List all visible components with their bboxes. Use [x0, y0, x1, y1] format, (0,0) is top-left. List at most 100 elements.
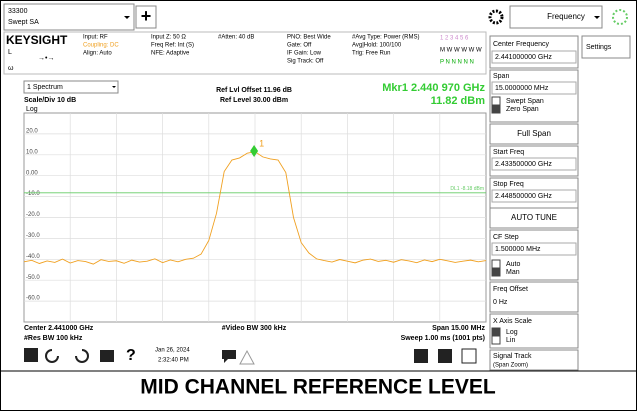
marker-label: 1 [259, 138, 264, 148]
panel-text: Center Frequency [493, 41, 550, 48]
chat-icon[interactable] [222, 350, 236, 363]
status-text: Align: Auto [83, 51, 112, 57]
mode-box[interactable] [3, 3, 135, 31]
status-text: Gate: Off [287, 43, 312, 49]
status-text: Input: RF [83, 35, 108, 41]
status-text: IF Gain: Low [287, 51, 322, 57]
radio[interactable] [491, 259, 501, 269]
tool-icon[interactable] [438, 349, 452, 363]
panel-text: (Span Zoom) [493, 363, 528, 369]
menu-label: Frequency [547, 12, 585, 21]
panel-text: Lin [506, 337, 515, 344]
radio[interactable] [491, 327, 501, 337]
settings-tab[interactable] [581, 35, 631, 59]
start-icon[interactable] [24, 348, 38, 362]
y-tick-label: 10.0 [26, 149, 38, 155]
panel-box[interactable] [489, 207, 579, 229]
value-field[interactable] [491, 157, 577, 171]
panel-text: Full Span [517, 129, 551, 138]
settings-label: Settings [586, 44, 612, 51]
caption: MID CHANNEL REFERENCE LEVEL [140, 376, 496, 399]
ref-level: Ref Level 30.00 dBm [220, 97, 288, 104]
keypad-icon[interactable] [414, 349, 428, 363]
status-text: Freq Ref: Int (S) [151, 43, 194, 49]
panel-text: 1.500000 MHz [495, 246, 541, 253]
footer-text: Center 2.441000 GHz [24, 325, 94, 332]
panel-text: Freq Offset [493, 286, 528, 293]
max-icon[interactable] [461, 348, 477, 364]
panel-text: Start Freq [493, 149, 524, 156]
footer-text: #Res BW 100 kHz [24, 335, 83, 342]
scale-type: Log [26, 106, 38, 113]
window-select[interactable] [23, 80, 119, 94]
panel-box[interactable] [489, 69, 579, 123]
y-tick-label: -60.0 [26, 296, 40, 302]
footer-text: Sweep 1.00 ms (1001 pts) [401, 335, 485, 342]
marker [250, 144, 259, 157]
display-line-label: DL1 -8.18 dBm [450, 186, 484, 192]
panel-text: 2.441000000 GHz [495, 54, 552, 61]
radio[interactable] [491, 267, 501, 277]
mode-line: 33300 [8, 8, 28, 15]
marker-readout: 11.82 dBm [431, 95, 486, 107]
window-label: 1 Spectrum [27, 84, 63, 91]
file-icon[interactable] [100, 350, 114, 362]
status-text: Avg|Hold: 100/100 [352, 43, 402, 49]
status-text: PNO: Best Wide [287, 35, 331, 41]
radio[interactable] [491, 104, 501, 114]
status-text: Coupling: DC [83, 43, 119, 49]
panel-text: 2.433500000 GHz [495, 161, 552, 168]
panel-text: Swept Span [506, 98, 544, 105]
gear-icon[interactable] [488, 9, 504, 25]
help-icon[interactable]: ? [126, 347, 136, 364]
value-field[interactable] [491, 50, 577, 64]
y-tick-label: -20.0 [26, 212, 40, 218]
panel-text: Auto [506, 261, 521, 268]
undo-icon[interactable] [45, 349, 59, 363]
status-text: #Atten: 40 dB [218, 35, 254, 41]
value-field[interactable] [491, 81, 577, 95]
panel-text: Log [506, 329, 518, 336]
redo-icon[interactable] [75, 349, 89, 363]
alert-icon[interactable] [239, 349, 255, 365]
panel-text: Span [493, 73, 509, 80]
y-tick-label: -10.0 [26, 191, 40, 197]
y-tick-label: 20.0 [26, 128, 38, 134]
status-bar [3, 31, 487, 75]
scale-label: Scale/Div 10 dB [24, 97, 76, 104]
status-icon: ω [8, 65, 14, 72]
panel-text: X Axis Scale [493, 318, 532, 325]
footer-text: #Video BW 300 kHz [222, 325, 287, 332]
y-tick-label: -40.0 [26, 254, 40, 260]
status-text: NFE: Adaptive [151, 51, 190, 57]
trace-types: M W W W W W [440, 48, 482, 54]
add-button[interactable] [135, 5, 157, 29]
add-label: + [141, 6, 152, 26]
panel-text: AUTO TUNE [511, 213, 557, 222]
y-tick-label: 0.00 [26, 170, 38, 176]
value-field[interactable] [491, 189, 577, 203]
footer-text: Span 15.00 MHz [432, 325, 485, 332]
status-text: #Avg Type: Power (RMS) [352, 35, 419, 41]
radio[interactable] [491, 335, 501, 345]
taskbar: ? [24, 347, 477, 365]
brand: KEYSIGHT [6, 33, 68, 47]
dropdown-arrow [594, 16, 600, 19]
value-field[interactable] [491, 242, 577, 256]
radio[interactable] [491, 96, 501, 106]
dropdown-arrow [124, 16, 130, 19]
status-icon: L [8, 49, 12, 56]
status-text: Input Z: 50 Ω [151, 35, 186, 41]
ref-offset: Ref Lvl Offset 11.96 dB [216, 87, 292, 94]
panel-box[interactable] [489, 349, 579, 371]
taskbar-time: 2:32:40 PM [158, 358, 189, 364]
status-icon: →•→ [38, 55, 54, 62]
panel-box[interactable] [489, 313, 579, 349]
panel-box[interactable] [489, 123, 579, 145]
panel-box[interactable] [489, 281, 579, 313]
status-text: Trig: Free Run [352, 51, 390, 57]
menu-box[interactable] [509, 5, 603, 29]
mode-line: Swept SA [8, 19, 39, 26]
panel-text: 15.0000000 MHz [495, 85, 549, 92]
